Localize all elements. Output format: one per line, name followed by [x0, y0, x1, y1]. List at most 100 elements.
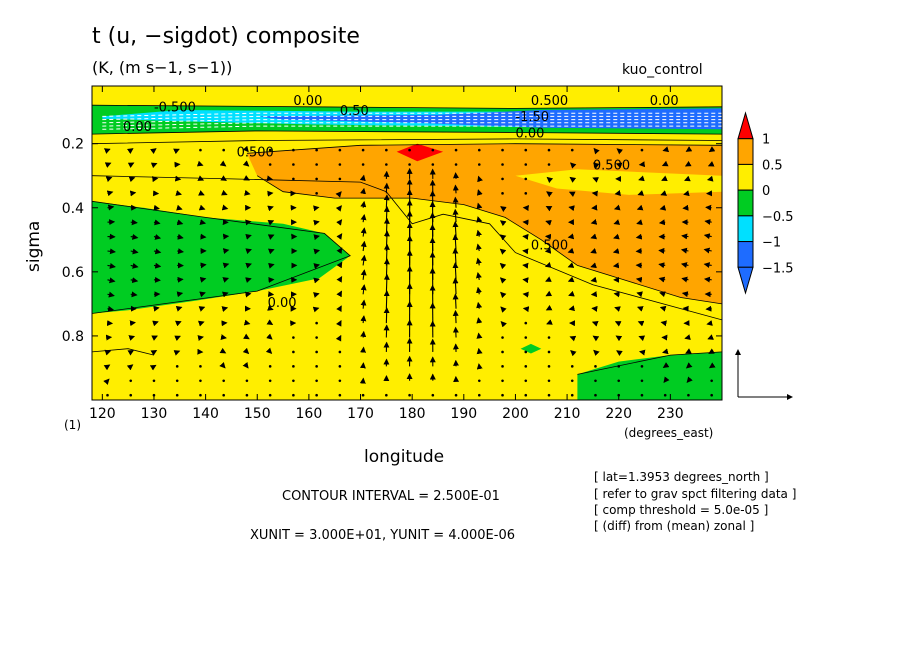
colorbar-segment [737, 266, 754, 295]
wind-vector [174, 320, 182, 327]
vector-dot [594, 379, 597, 383]
wind-vector [267, 205, 274, 212]
wind-vector [150, 162, 158, 169]
wind-vector [245, 248, 252, 255]
wind-vector [567, 233, 575, 240]
wind-vector [476, 286, 482, 295]
wind-vector [593, 147, 600, 155]
wind-vector [592, 162, 600, 169]
wind-vector [313, 292, 320, 298]
wind-vector [662, 146, 670, 153]
vector-dot [199, 148, 202, 152]
wind-vector [336, 233, 343, 240]
wind-vector [360, 254, 367, 266]
wind-vector [637, 306, 644, 312]
wind-vector [107, 291, 115, 298]
vector-dot [129, 393, 133, 397]
wind-vector [704, 218, 712, 225]
wind-vector [198, 190, 205, 196]
wind-vector [477, 175, 483, 183]
vector-dot [315, 177, 318, 181]
wind-vector [613, 291, 620, 298]
wind-vector [221, 291, 229, 298]
wind-vector [242, 362, 249, 369]
wind-vector [199, 291, 206, 298]
colorbar-segment [737, 241, 754, 268]
vector-dot [501, 163, 504, 166]
wind-vector [221, 306, 229, 312]
wind-vector [265, 347, 273, 355]
wind-vector [127, 350, 135, 356]
wind-vector [568, 191, 576, 198]
x-tick-label: 190 [450, 406, 477, 422]
wind-vector [200, 233, 207, 240]
wind-vector [197, 335, 204, 341]
vector-dot [524, 192, 528, 195]
wind-vector [703, 247, 712, 254]
field-red-spot [396, 143, 444, 162]
vector-dot [501, 148, 504, 152]
wind-vector [198, 306, 206, 312]
colorbar-segment [737, 189, 754, 217]
vector-dot [617, 365, 621, 368]
wind-vector [197, 175, 205, 181]
contour-line-dashed [102, 115, 722, 121]
vector-dot [570, 365, 574, 368]
vector-dot [315, 336, 318, 339]
wind-vector [659, 305, 667, 312]
wind-vector [637, 320, 645, 327]
wind-vector [661, 175, 668, 182]
wind-vector [360, 330, 367, 338]
wind-vector [703, 233, 712, 240]
wind-vector [613, 204, 621, 211]
wind-vector [107, 262, 116, 269]
wind-vector [546, 191, 553, 198]
vector-dot [315, 163, 318, 166]
wind-vector [107, 305, 115, 312]
wind-vector [127, 162, 135, 169]
wind-vector [383, 194, 390, 208]
vector-dot [199, 393, 202, 397]
contour-interval-label: CONTOUR INTERVAL = 2.500E-01 [282, 489, 500, 504]
wind-vector [568, 290, 575, 297]
contour-label: 0.500 [531, 94, 568, 109]
contour-line [92, 175, 722, 321]
colorbar: 1 0.5 0 −0.5 −1 −1.5 [737, 111, 794, 295]
contour-line [92, 348, 155, 356]
wind-vector [545, 276, 552, 282]
contour-label: 0.500 [237, 145, 274, 160]
vector-dot [385, 148, 388, 152]
wind-vector [615, 335, 623, 342]
wind-vector [220, 175, 228, 181]
wind-vector [545, 290, 553, 297]
wind-vector [199, 276, 207, 283]
wind-vector [360, 269, 367, 280]
vector-dot [222, 393, 225, 397]
wind-vector [612, 262, 620, 269]
wind-vector [680, 262, 689, 268]
wind-vector [475, 243, 482, 252]
wind-vector [659, 291, 666, 298]
wind-vector [614, 190, 622, 196]
vector-dot [524, 336, 528, 339]
vector-dot [408, 163, 411, 166]
wind-vector [153, 233, 162, 240]
wind-vector [613, 219, 621, 225]
wind-vector [452, 309, 459, 324]
wind-vector [499, 262, 507, 270]
wind-vector [266, 319, 274, 325]
vector-dot [268, 163, 272, 166]
vector-dot [640, 379, 644, 383]
vector-dot [477, 163, 481, 166]
wind-vector [476, 347, 483, 355]
wind-vector [683, 190, 690, 197]
wind-vector [267, 220, 275, 226]
wind-vector [222, 262, 230, 269]
vector-dot [524, 148, 528, 152]
wind-vector [177, 233, 184, 240]
vector-dot [292, 393, 295, 397]
wind-vector [475, 272, 482, 280]
wind-vector [243, 175, 250, 181]
wind-vector [452, 262, 459, 280]
wind-vector [176, 219, 184, 226]
